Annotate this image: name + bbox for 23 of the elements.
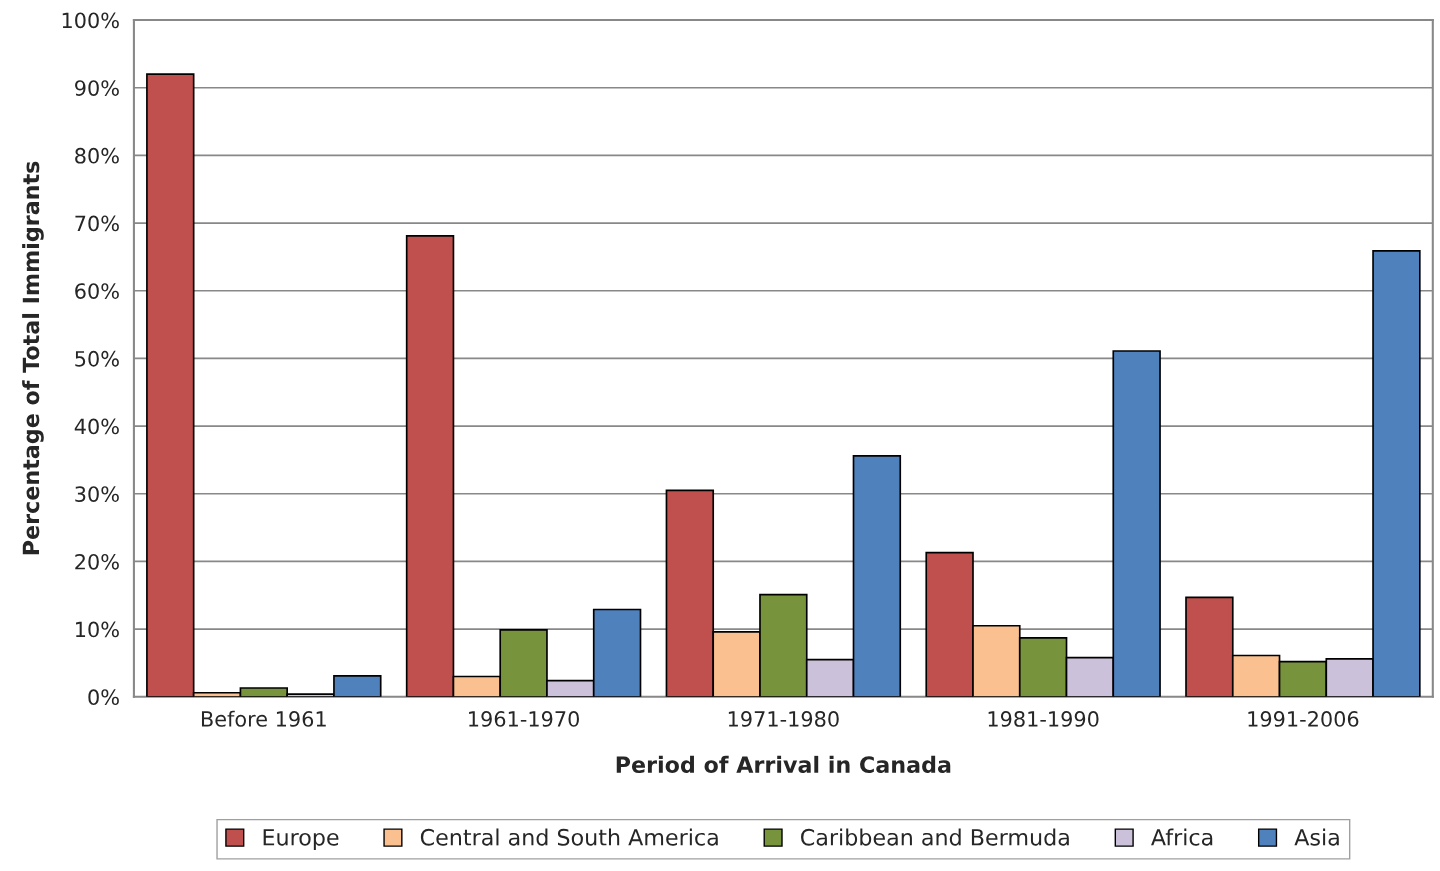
- x-tick-label: 1971-1980: [728, 711, 839, 727]
- x-tick-label: 1961-1970: [469, 711, 579, 727]
- legend-label: Caribbean and Bermuda: [801, 828, 1069, 846]
- x-tick-label: Before 1961: [201, 710, 326, 727]
- y-tick-label: 0%: [88, 689, 119, 706]
- y-tick-label: 80%: [75, 147, 119, 164]
- y-axis-title: Percentage of Total Immigrants: [22, 161, 44, 555]
- y-tick-label: 10%: [76, 621, 119, 638]
- legend-label: Europe: [263, 829, 339, 850]
- x-tick-label: 1981-1990: [988, 711, 1099, 727]
- y-tick-label: 40%: [74, 418, 119, 435]
- y-tick-label: 50%: [75, 350, 119, 367]
- x-tick-label: 1991-2006: [1248, 711, 1359, 727]
- y-tick-label: 30%: [75, 486, 119, 502]
- y-tick-label: 20%: [75, 553, 119, 570]
- legend-label: Africa: [1151, 828, 1213, 846]
- legend-label: Central and South America: [420, 828, 718, 846]
- legend-label: Asia: [1294, 828, 1339, 846]
- x-axis-title: Period of Arrival in Canada: [616, 755, 951, 774]
- y-tick-label: 60%: [75, 283, 119, 299]
- y-tick-label: 90%: [75, 80, 119, 96]
- y-tick-label: 100%: [62, 12, 119, 29]
- y-tick-label: 70%: [75, 215, 119, 232]
